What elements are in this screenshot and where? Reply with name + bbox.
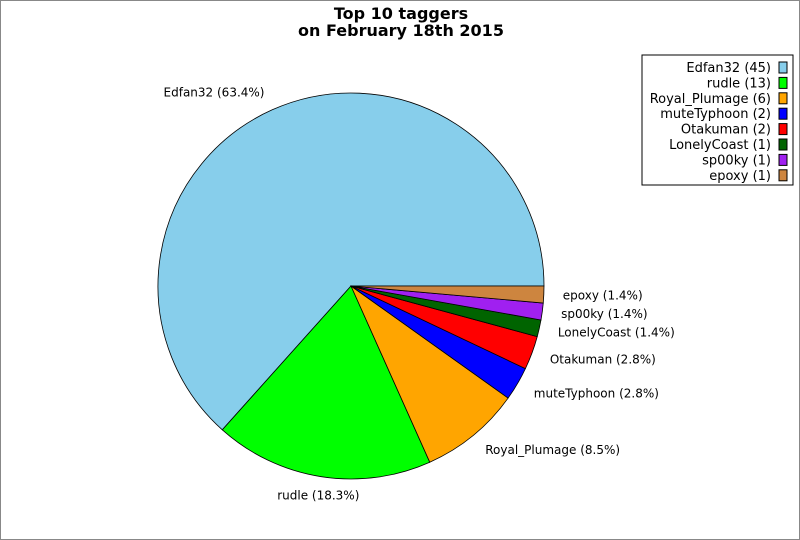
legend-label-otakuman: Otakuman (2)	[681, 123, 771, 138]
slice-label-sp00ky: sp00ky (1.4%)	[561, 307, 647, 321]
legend-swatch-otakuman	[778, 123, 788, 136]
pie-slice-rudle	[221, 285, 431, 480]
chart-title-line-2: on February 18th 2015	[298, 21, 504, 40]
slice-label-lonelycoast: LonelyCoast (1.4%)	[558, 326, 675, 340]
legend-label-edfan32: Edfan32 (45)	[686, 61, 771, 76]
legend-label-lonelycoast: LonelyCoast (1)	[669, 138, 771, 153]
legend-swatch-lonelycoast	[778, 138, 788, 151]
legend-swatch-royal_plumage	[778, 92, 788, 105]
pie-slice-edfan32	[157, 92, 545, 431]
legend-swatch-sp00ky	[778, 153, 788, 166]
pie-slice-epoxy	[350, 285, 545, 304]
legend-swatch-epoxy	[778, 169, 788, 182]
slice-label-otakuman: Otakuman (2.8%)	[550, 352, 656, 366]
legend-label-sp00ky: sp00ky (1)	[702, 153, 771, 168]
legend-swatch-mutetyphoon	[778, 107, 788, 120]
legend-label-epoxy: epoxy (1)	[709, 169, 771, 184]
legend-box	[641, 54, 794, 186]
slice-label-royal_plumage: Royal_Plumage (8.5%)	[485, 443, 620, 457]
pie-slice-royal_plumage	[350, 284, 509, 463]
slice-label-mutetyphoon: muteTyphoon (2.8%)	[534, 386, 659, 400]
chart-title-line-1: Top 10 taggers	[334, 4, 468, 23]
slice-label-epoxy: epoxy (1.4%)	[563, 288, 643, 302]
legend-swatch-rudle	[778, 76, 788, 89]
legend-label-mutetyphoon: muteTyphoon (2)	[660, 107, 771, 122]
legend: Edfan32 (45)rudle (13)Royal_Plumage (6)m…	[641, 54, 794, 186]
legend-label-rudle: rudle (13)	[707, 76, 771, 91]
slice-label-rudle: rudle (18.3%)	[277, 488, 359, 502]
legend-label-royal_plumage: Royal_Plumage (6)	[650, 92, 771, 107]
legend-swatch-edfan32	[778, 61, 788, 74]
slice-label-edfan32: Edfan32 (63.4%)	[164, 85, 265, 99]
